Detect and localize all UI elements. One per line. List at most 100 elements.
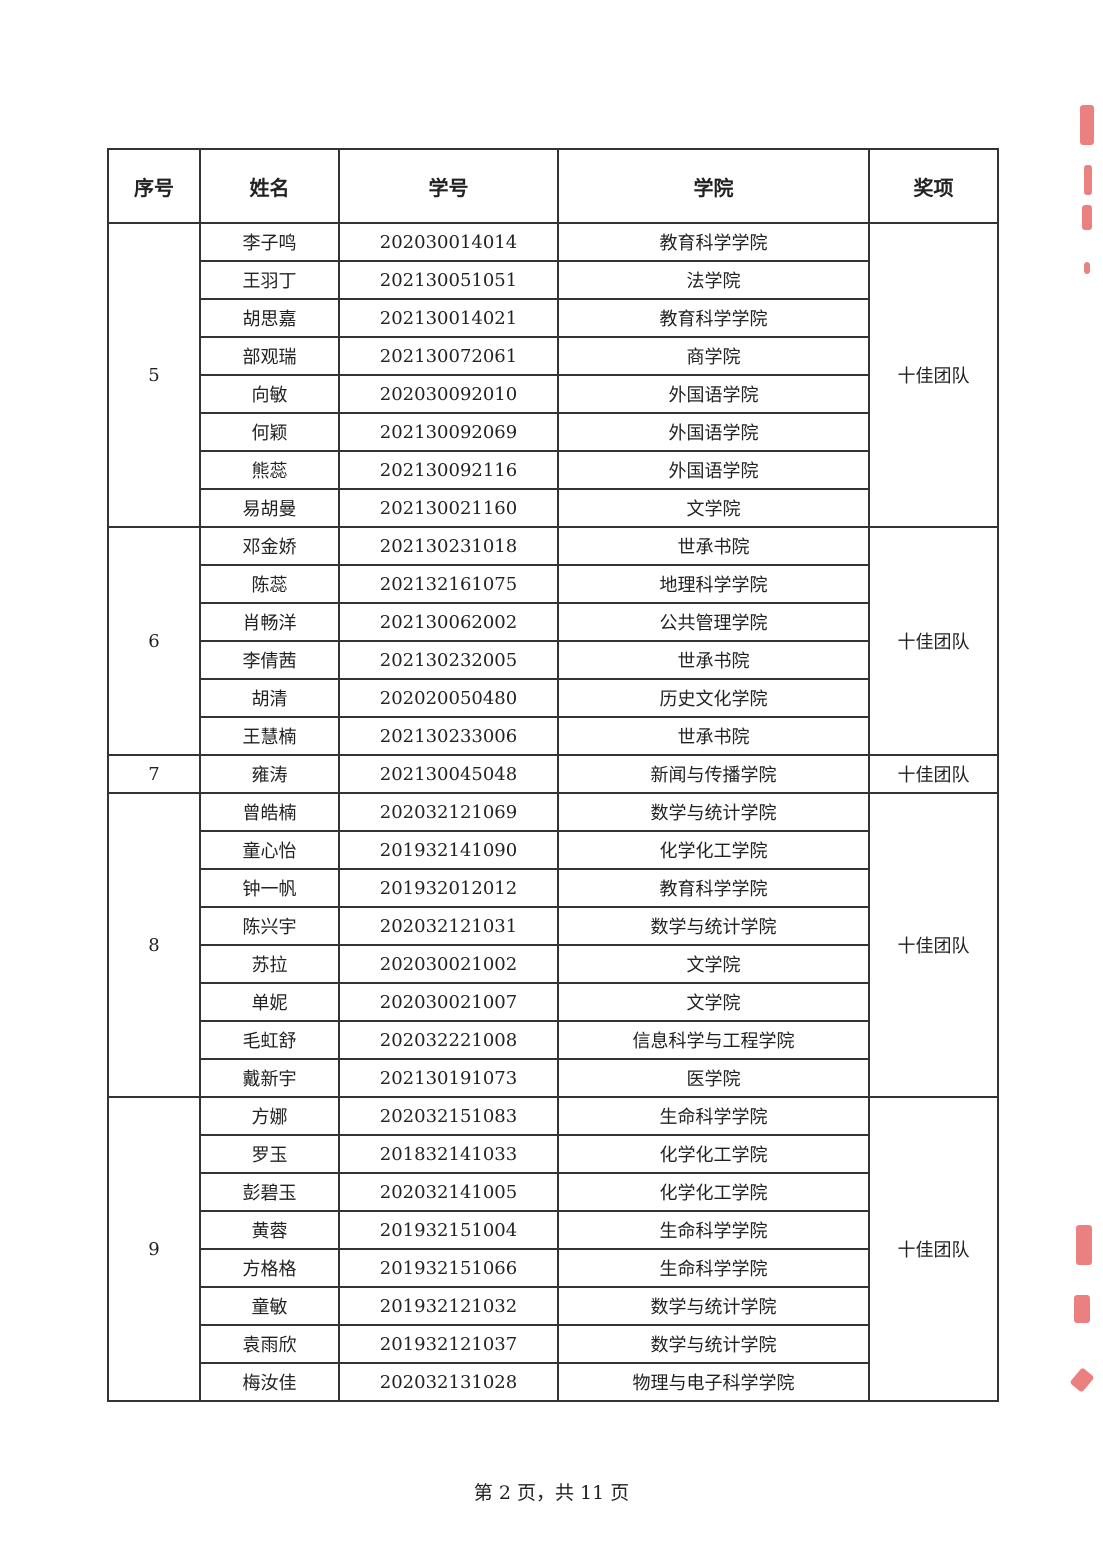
college-cell: 教育科学学院 [557, 222, 870, 262]
college-cell: 世承书院 [557, 526, 870, 566]
name-cell: 李倩茜 [199, 640, 340, 680]
table-row: 易胡曼 202130021160 文学院 [108, 488, 998, 528]
student-id-cell: 202130062002 [338, 602, 559, 642]
table-row: 袁雨欣 201932121037 数学与统计学院 [108, 1324, 998, 1364]
college-cell: 文学院 [557, 944, 870, 984]
name-cell: 罗玉 [199, 1134, 340, 1174]
student-id-cell: 202130231018 [338, 526, 559, 566]
name-cell: 童心怡 [199, 830, 340, 870]
name-cell: 单妮 [199, 982, 340, 1022]
college-cell: 法学院 [557, 260, 870, 300]
table-row: 罗玉 201832141033 化学化工学院 [108, 1134, 998, 1174]
table-row: 童心怡 201932141090 化学化工学院 [108, 830, 998, 870]
student-id-cell: 202032131028 [338, 1362, 559, 1402]
table-row: 陈蕊 202132161075 地理科学学院 [108, 564, 998, 604]
name-cell: 方格格 [199, 1248, 340, 1288]
college-cell: 化学化工学院 [557, 1172, 870, 1212]
name-cell: 毛虹舒 [199, 1020, 340, 1060]
student-id-cell: 202130021160 [338, 488, 559, 528]
college-cell: 外国语学院 [557, 412, 870, 452]
college-cell: 化学化工学院 [557, 830, 870, 870]
college-cell: 外国语学院 [557, 450, 870, 490]
header-college: 学院 [557, 148, 870, 224]
student-id-cell: 201932151004 [338, 1210, 559, 1250]
name-cell: 苏拉 [199, 944, 340, 984]
college-cell: 医学院 [557, 1058, 870, 1098]
table-row: 向敏 202030092010 外国语学院 [108, 374, 998, 414]
student-id-cell: 202032151083 [338, 1096, 559, 1136]
college-cell: 教育科学学院 [557, 868, 870, 908]
student-id-cell: 201932012012 [338, 868, 559, 908]
name-cell: 王羽丁 [199, 260, 340, 300]
name-cell: 肖畅洋 [199, 602, 340, 642]
name-cell: 戴新宇 [199, 1058, 340, 1098]
college-cell: 生命科学学院 [557, 1248, 870, 1288]
group-index-cell: 9 [107, 1096, 201, 1402]
table-row: 李倩茜 202130232005 世承书院 [108, 640, 998, 680]
student-id-cell: 201932151066 [338, 1248, 559, 1288]
college-cell: 生命科学学院 [557, 1210, 870, 1250]
student-id-cell: 202130232005 [338, 640, 559, 680]
name-cell: 钟一帆 [199, 868, 340, 908]
name-cell: 向敏 [199, 374, 340, 414]
college-cell: 数学与统计学院 [557, 1286, 870, 1326]
student-id-cell: 202130191073 [338, 1058, 559, 1098]
table-row: 苏拉 202030021002 文学院 [108, 944, 998, 984]
student-id-cell: 202130051051 [338, 260, 559, 300]
awards-table: 序号 姓名 学号 学院 奖项 5 李子鸣 202030014014 教育科学学院 十佳团… [107, 148, 999, 1402]
student-id-cell: 202030021007 [338, 982, 559, 1022]
college-cell: 世承书院 [557, 716, 870, 756]
name-cell: 梅汝佳 [199, 1362, 340, 1402]
college-cell: 化学化工学院 [557, 1134, 870, 1174]
student-id-cell: 202130233006 [338, 716, 559, 756]
college-cell: 数学与统计学院 [557, 1324, 870, 1364]
table-row: 熊蕊 202130092116 外国语学院 [108, 450, 998, 490]
table-row: 陈兴宇 202032121031 数学与统计学院 [108, 906, 998, 946]
name-cell: 陈兴宇 [199, 906, 340, 946]
name-cell: 胡清 [199, 678, 340, 718]
college-cell: 历史文化学院 [557, 678, 870, 718]
college-cell: 地理科学学院 [557, 564, 870, 604]
header-name: 姓名 [199, 148, 340, 224]
name-cell: 熊蕊 [199, 450, 340, 490]
group-index-cell: 5 [107, 222, 201, 528]
college-cell: 公共管理学院 [557, 602, 870, 642]
college-cell: 信息科学与工程学院 [557, 1020, 870, 1060]
student-id-cell: 201932141090 [338, 830, 559, 870]
student-id-cell: 202030014014 [338, 222, 559, 262]
table-row: 7 雍涛 202130045048 新闻与传播学院 十佳团队 [107, 754, 999, 794]
student-id-cell: 202032221008 [338, 1020, 559, 1060]
name-cell: 何颖 [199, 412, 340, 452]
student-id-cell: 201932121032 [338, 1286, 559, 1326]
table-header-row: 序号 姓名 学号 学院 奖项 [107, 148, 999, 224]
group-index-cell: 7 [107, 754, 201, 794]
student-id-cell: 202032141005 [338, 1172, 559, 1212]
table-row: 5 李子鸣 202030014014 教育科学学院 十佳团队 [107, 222, 999, 528]
table-row: 单妮 202030021007 文学院 [108, 982, 998, 1022]
college-cell: 商学院 [557, 336, 870, 376]
name-cell: 陈蕊 [199, 564, 340, 604]
header-award: 奖项 [868, 148, 999, 224]
award-cell: 十佳团队 [868, 222, 999, 528]
table-row: 王慧楠 202130233006 世承书院 [108, 716, 998, 756]
header-index: 序号 [107, 148, 201, 224]
table-row: 部观瑞 202130072061 商学院 [108, 336, 998, 376]
college-cell: 世承书院 [557, 640, 870, 680]
table-row: 6 邓金娇 202130231018 世承书院 十佳团队 [107, 526, 999, 756]
name-cell: 童敏 [199, 1286, 340, 1326]
name-cell: 雍涛 [199, 754, 340, 794]
student-id-cell: 201932121037 [338, 1324, 559, 1364]
table-row: 王羽丁 202130051051 法学院 [108, 260, 998, 300]
table-row: 8 曾皓楠 202032121069 数学与统计学院 十佳团队 [107, 792, 999, 1098]
table-row: 戴新宇 202130191073 医学院 [108, 1058, 998, 1098]
college-cell: 数学与统计学院 [557, 792, 870, 832]
name-cell: 彭碧玉 [199, 1172, 340, 1212]
table-row: 毛虹舒 202032221008 信息科学与工程学院 [108, 1020, 998, 1060]
name-cell: 李子鸣 [199, 222, 340, 262]
table-row: 方格格 201932151066 生命科学学院 [108, 1248, 998, 1288]
header-student-id: 学号 [338, 148, 559, 224]
group-index-cell: 8 [107, 792, 201, 1098]
name-cell: 部观瑞 [199, 336, 340, 376]
college-cell: 教育科学学院 [557, 298, 870, 338]
student-id-cell: 202030092010 [338, 374, 559, 414]
